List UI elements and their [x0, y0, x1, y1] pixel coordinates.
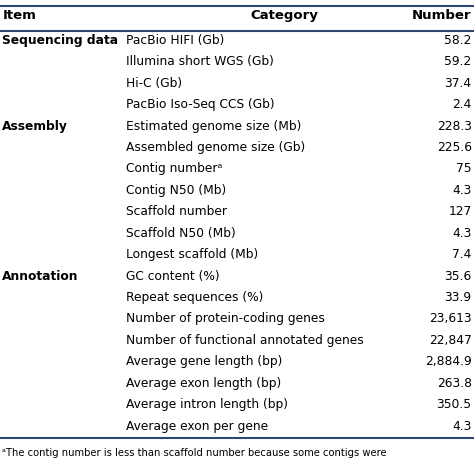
Text: Average intron length (bp): Average intron length (bp) — [126, 397, 288, 410]
Text: Number of protein-coding genes: Number of protein-coding genes — [126, 312, 325, 325]
Text: Longest scaffold (Mb): Longest scaffold (Mb) — [126, 247, 258, 261]
Text: ᵃThe contig number is less than scaffold number because some contigs were: ᵃThe contig number is less than scaffold… — [2, 447, 387, 457]
Text: GC content (%): GC content (%) — [126, 269, 219, 282]
Text: 33.9: 33.9 — [445, 291, 472, 303]
Text: Estimated genome size (Mb): Estimated genome size (Mb) — [126, 119, 301, 132]
Text: 127: 127 — [448, 205, 472, 218]
Text: Item: Item — [2, 9, 36, 22]
Text: 2.4: 2.4 — [452, 98, 472, 111]
Text: Annotation: Annotation — [2, 269, 79, 282]
Text: 4.3: 4.3 — [452, 419, 472, 431]
Text: 35.6: 35.6 — [445, 269, 472, 282]
Text: 228.3: 228.3 — [437, 119, 472, 132]
Text: 2,884.9: 2,884.9 — [425, 354, 472, 368]
Text: PacBio HIFI (Gb): PacBio HIFI (Gb) — [126, 34, 224, 47]
Text: Assembly: Assembly — [2, 119, 68, 132]
Text: 4.3: 4.3 — [452, 226, 472, 239]
Text: 59.2: 59.2 — [445, 55, 472, 68]
Text: Category: Category — [250, 9, 319, 22]
Text: 350.5: 350.5 — [437, 397, 472, 410]
Text: Average exon length (bp): Average exon length (bp) — [126, 376, 281, 389]
Text: Average exon per gene: Average exon per gene — [126, 419, 268, 431]
Text: 58.2: 58.2 — [444, 34, 472, 47]
Text: Scaffold N50 (Mb): Scaffold N50 (Mb) — [126, 226, 236, 239]
Text: PacBio Iso-Seq CCS (Gb): PacBio Iso-Seq CCS (Gb) — [126, 98, 274, 111]
Text: Number: Number — [412, 9, 472, 22]
Text: Contig N50 (Mb): Contig N50 (Mb) — [126, 184, 226, 196]
Text: Repeat sequences (%): Repeat sequences (%) — [126, 291, 263, 303]
Text: Number of functional annotated genes: Number of functional annotated genes — [126, 333, 364, 346]
Text: Average gene length (bp): Average gene length (bp) — [126, 354, 282, 368]
Text: Illumina short WGS (Gb): Illumina short WGS (Gb) — [126, 55, 273, 68]
Text: 4.3: 4.3 — [452, 184, 472, 196]
Text: 23,613: 23,613 — [429, 312, 472, 325]
Text: Contig numberᵃ: Contig numberᵃ — [126, 162, 222, 175]
Text: 263.8: 263.8 — [437, 376, 472, 389]
Text: 37.4: 37.4 — [445, 77, 472, 90]
Text: Sequencing data: Sequencing data — [2, 34, 118, 47]
Text: 22,847: 22,847 — [429, 333, 472, 346]
Text: 75: 75 — [456, 162, 472, 175]
Text: 225.6: 225.6 — [437, 140, 472, 154]
Text: Scaffold number: Scaffold number — [126, 205, 227, 218]
Text: 7.4: 7.4 — [452, 247, 472, 261]
Text: Hi-C (Gb): Hi-C (Gb) — [126, 77, 182, 90]
Text: Assembled genome size (Gb): Assembled genome size (Gb) — [126, 140, 305, 154]
